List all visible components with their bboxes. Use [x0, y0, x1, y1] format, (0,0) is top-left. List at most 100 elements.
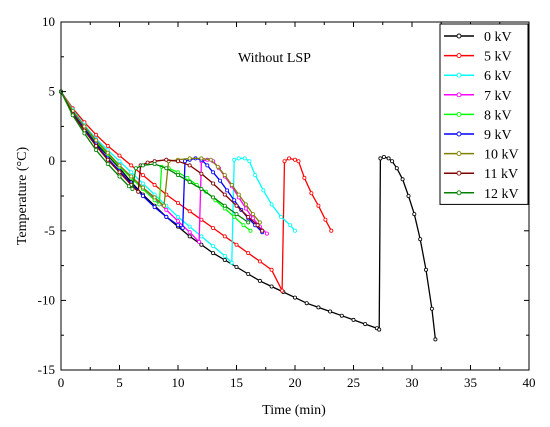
data-point	[117, 159, 122, 164]
data-point	[323, 217, 328, 222]
data-point	[70, 113, 75, 118]
data-point	[222, 253, 227, 258]
plot-lines	[59, 89, 438, 342]
data-point	[187, 180, 192, 185]
data-point	[208, 157, 213, 162]
data-point	[269, 284, 274, 289]
data-point	[218, 178, 223, 183]
data-point	[232, 198, 237, 203]
data-point	[243, 202, 248, 207]
data-point	[328, 309, 333, 314]
data-point	[164, 214, 169, 219]
series-11-kv	[59, 89, 265, 233]
data-point	[211, 170, 216, 175]
data-point	[243, 206, 248, 211]
data-point	[304, 301, 309, 306]
y-tick-label: 0	[49, 153, 56, 168]
legend-marker	[456, 53, 462, 59]
data-point	[182, 159, 187, 164]
data-point	[246, 214, 251, 219]
data-point	[164, 166, 169, 171]
legend-marker	[456, 190, 462, 196]
data-point	[129, 163, 134, 168]
x-tick-label: 35	[464, 375, 477, 390]
data-point	[157, 202, 162, 207]
data-point	[292, 228, 297, 233]
data-point	[199, 234, 204, 239]
data-point	[247, 159, 252, 164]
data-point	[246, 220, 251, 225]
legend-label: 11 kV	[484, 167, 518, 182]
axis-ticks: 0 5 10 15 20 25 30 35 40 -15 -10 -5 0 5 10	[38, 14, 536, 390]
data-point	[105, 161, 110, 166]
data-point	[260, 228, 265, 233]
series-line	[60, 91, 332, 291]
data-point	[187, 163, 192, 168]
data-point	[269, 202, 274, 207]
data-point	[175, 219, 180, 224]
data-point	[140, 163, 145, 168]
data-point	[126, 184, 131, 189]
x-tick-label: 25	[347, 375, 360, 390]
legend-marker	[456, 92, 462, 98]
x-tick-label: 30	[406, 375, 419, 390]
data-point	[269, 267, 274, 272]
series-line	[60, 91, 263, 232]
data-point	[429, 306, 434, 311]
series-5-kv	[59, 89, 334, 293]
data-point	[229, 260, 234, 265]
legend: 0 kV 5 kV 6 kV 7 kV 8 kV 9 kV 10 kV 11 kV 12 kV	[439, 23, 529, 205]
data-point	[199, 186, 204, 191]
data-point	[250, 216, 255, 221]
data-point	[386, 156, 391, 161]
legend-marker	[456, 33, 462, 39]
data-point	[316, 305, 321, 310]
data-point	[187, 234, 192, 239]
y-axis-label: Temperature (°C)	[15, 147, 30, 246]
data-point	[205, 163, 210, 168]
data-point	[175, 214, 180, 219]
data-point	[241, 223, 246, 228]
data-point	[412, 212, 417, 217]
data-point	[211, 244, 216, 249]
legend-label: 6 kV	[484, 69, 512, 84]
series-line	[60, 91, 249, 223]
data-point	[161, 203, 166, 208]
data-point	[423, 267, 428, 272]
data-point	[140, 181, 145, 186]
data-point	[129, 170, 134, 175]
x-tick-label: 10	[172, 375, 185, 390]
data-point	[164, 207, 169, 212]
x-tick-label: 15	[230, 375, 243, 390]
y-tick-label: 5	[49, 84, 56, 99]
data-point	[255, 223, 260, 228]
data-point	[82, 124, 87, 129]
y-tick-label: -5	[44, 223, 55, 238]
data-point	[418, 237, 423, 242]
legend-marker	[456, 72, 462, 78]
data-point	[316, 203, 321, 208]
data-point	[400, 177, 405, 182]
data-point	[117, 163, 122, 168]
y-tick-label: -10	[38, 292, 55, 307]
data-point	[187, 209, 192, 214]
data-point	[248, 228, 253, 233]
data-point	[175, 223, 180, 228]
data-point	[232, 214, 237, 219]
data-point	[215, 164, 220, 169]
data-point	[175, 159, 180, 164]
data-point	[390, 159, 395, 164]
data-point	[236, 156, 241, 161]
data-point	[117, 170, 122, 175]
data-point	[229, 182, 234, 187]
data-point	[406, 193, 411, 198]
x-tick-label: 40	[523, 375, 536, 390]
legend-marker	[456, 170, 462, 176]
data-point	[130, 186, 135, 191]
data-point	[222, 203, 227, 208]
data-point	[211, 195, 216, 200]
data-point	[261, 188, 266, 193]
x-tick-label: 5	[116, 375, 123, 390]
data-point	[145, 160, 150, 165]
